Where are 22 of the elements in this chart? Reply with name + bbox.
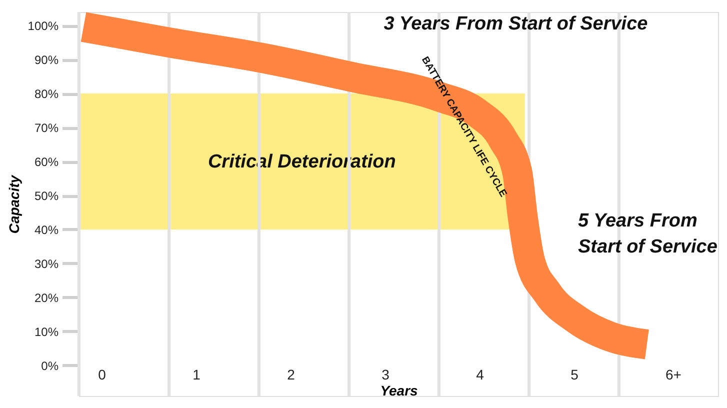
x-axis-title: Years — [380, 382, 418, 398]
annotation: 5 Years From Start of Service — [578, 210, 718, 258]
x-tick-label: 3 — [382, 366, 390, 382]
y-tick-label: 10% — [34, 324, 59, 339]
y-tick-label: 0% — [41, 358, 59, 373]
y-tick-label: 50% — [34, 189, 59, 204]
y-tick-label: 30% — [34, 256, 59, 271]
y-tick-label: 90% — [34, 53, 59, 68]
y-tick-label: 100% — [28, 19, 59, 34]
y-tick-label: 80% — [34, 87, 59, 102]
y-tick-label: 70% — [34, 121, 59, 136]
x-tick-label: 4 — [476, 366, 484, 382]
y-tick-label: 20% — [34, 290, 59, 305]
y-tick-label: 60% — [34, 155, 59, 170]
y-tick-label: 40% — [34, 222, 59, 237]
x-tick-label: 0 — [98, 366, 106, 382]
x-tick-label: 1 — [192, 366, 201, 382]
x-tick-label: 2 — [287, 366, 296, 382]
annotation: 3 Years From Start of Service — [384, 14, 648, 35]
x-tick-label: 5 — [570, 366, 579, 382]
y-axis-title: Capacity — [6, 174, 22, 234]
x-tick-label: 6+ — [666, 366, 682, 382]
